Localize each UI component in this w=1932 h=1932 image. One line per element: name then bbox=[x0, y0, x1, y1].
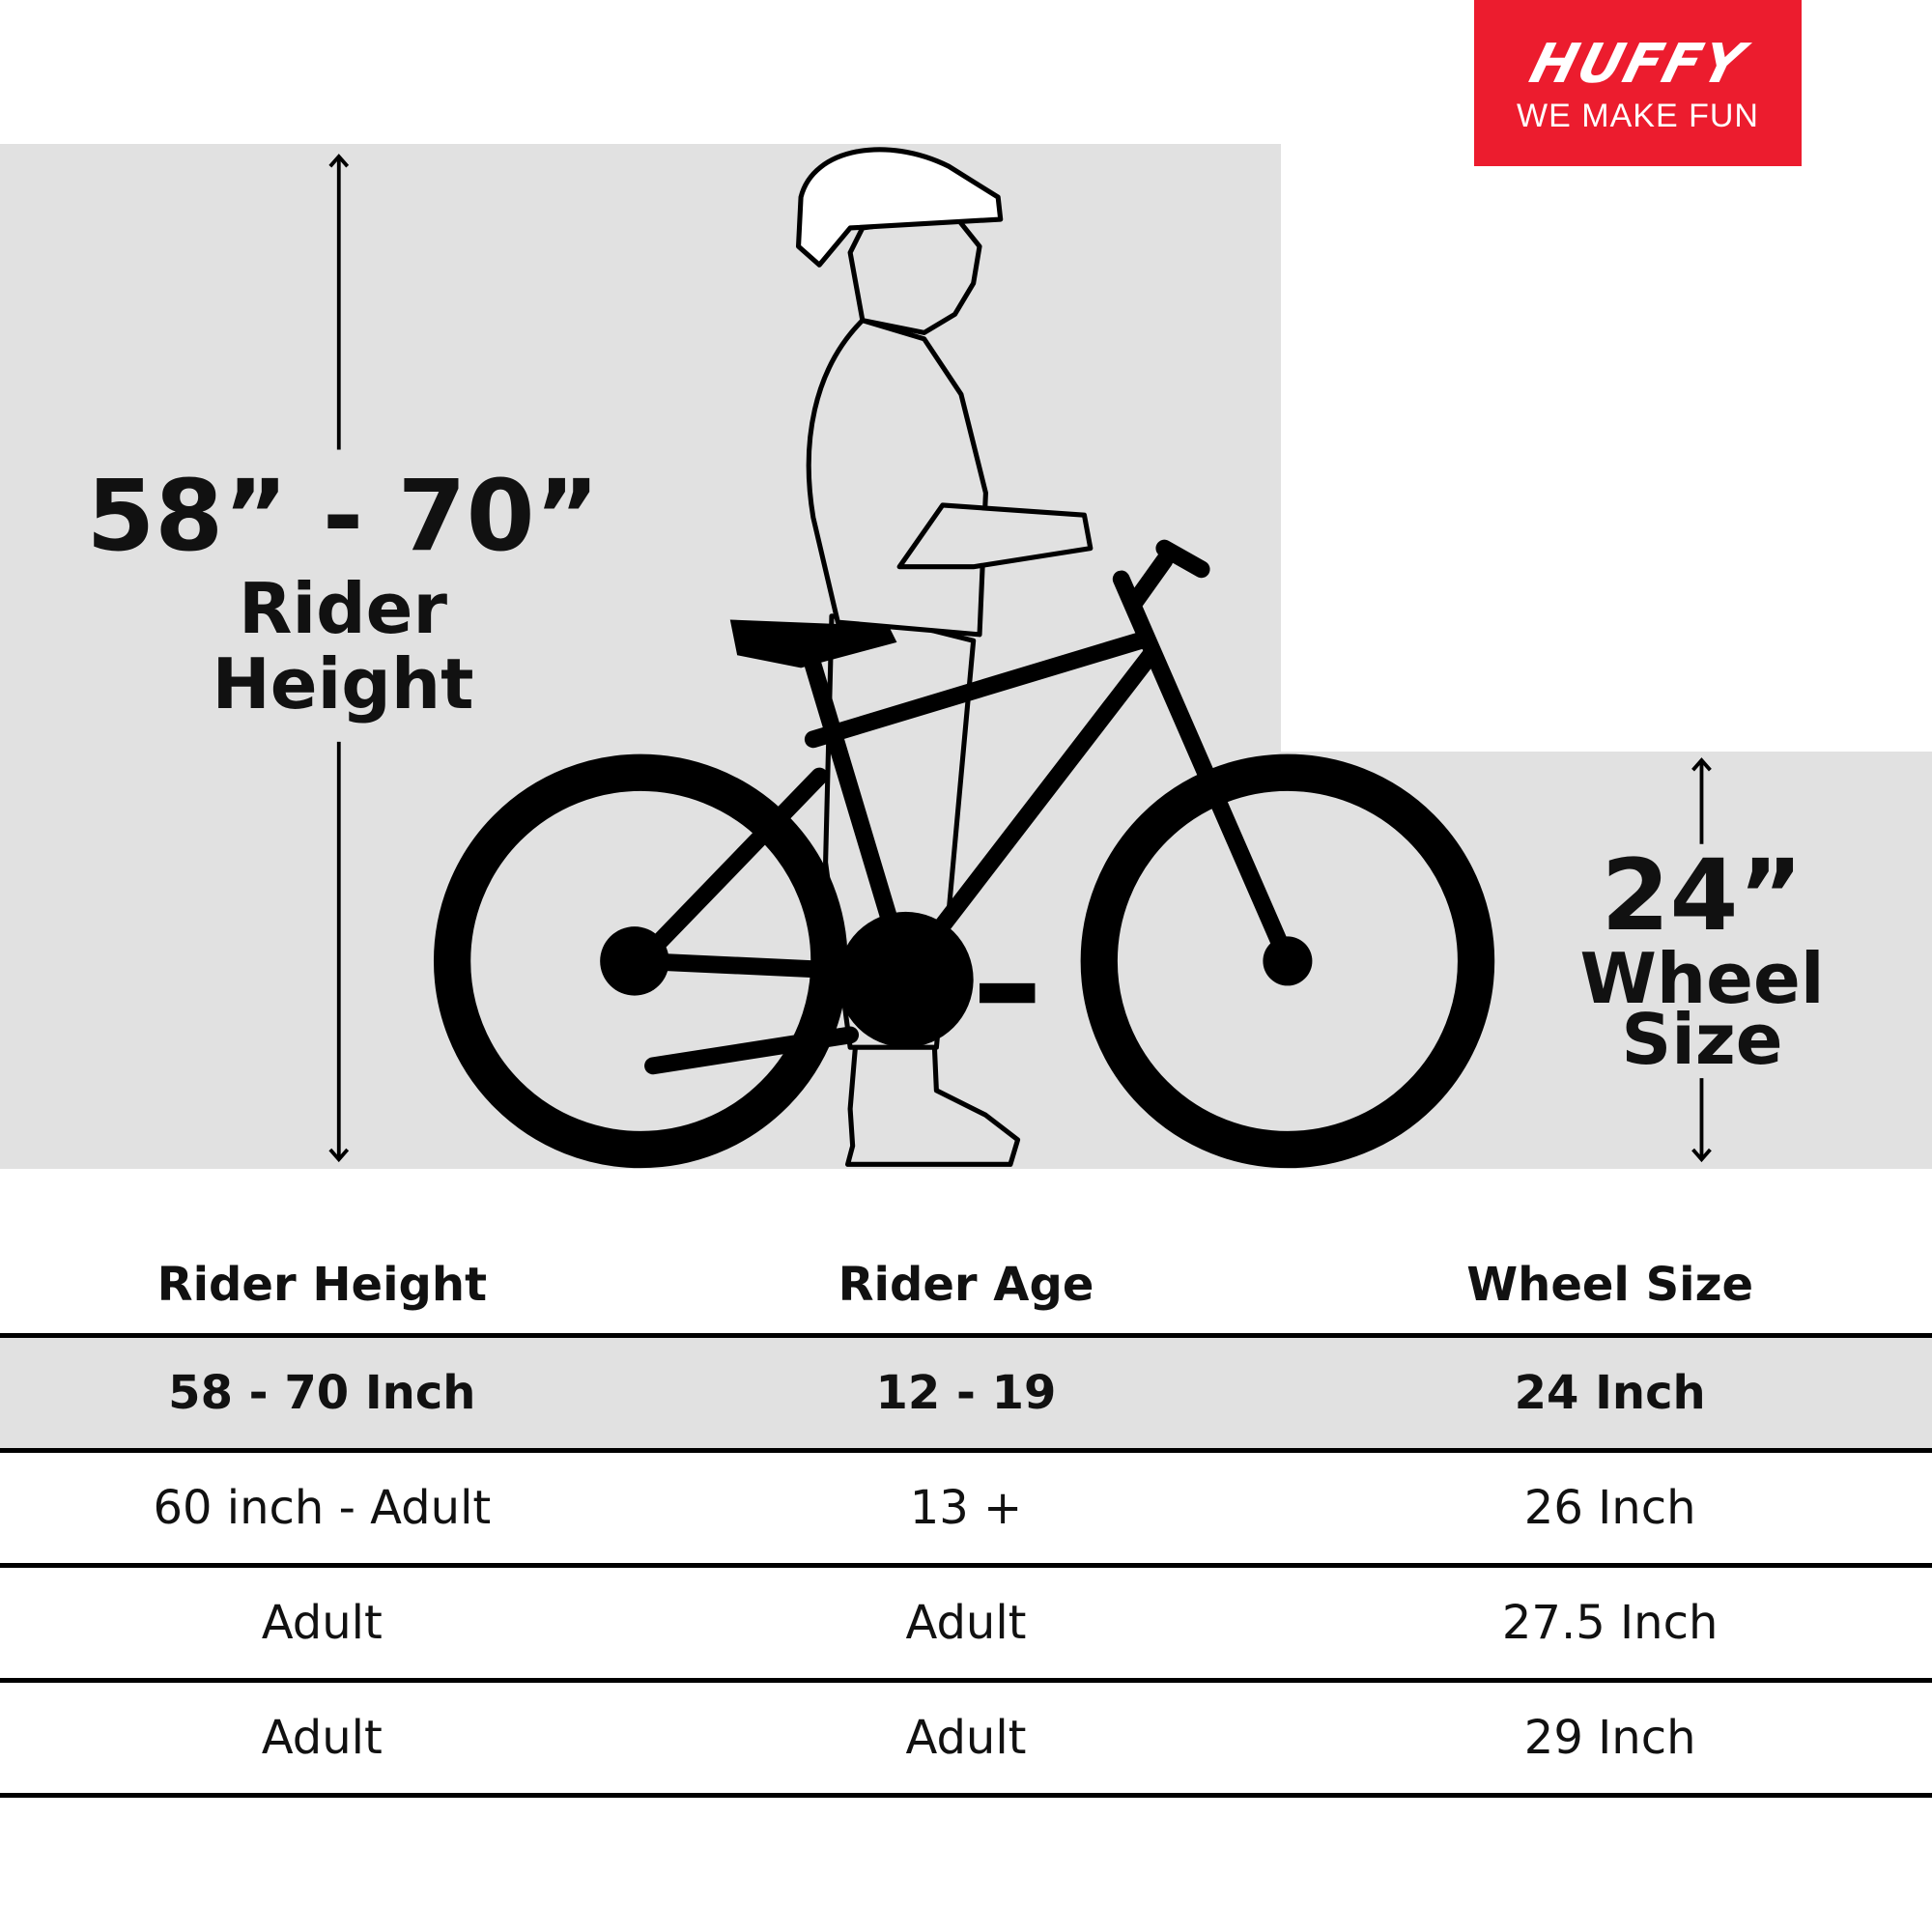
header-rider-height: Rider Height bbox=[0, 1236, 644, 1338]
wheel-size-value: 24” bbox=[1601, 838, 1804, 953]
cell: Adult bbox=[643, 1680, 1289, 1798]
cell: 12 - 19 bbox=[643, 1335, 1289, 1453]
cell: 27.5 Inch bbox=[1288, 1565, 1932, 1683]
rider-height-value: 58” - 70” bbox=[86, 459, 600, 574]
rider-height-label-1: Rider bbox=[239, 568, 447, 649]
table-row: 58 - 70 Inch 12 - 19 24 Inch bbox=[0, 1335, 1932, 1453]
table-row: Adult Adult 27.5 Inch bbox=[0, 1565, 1932, 1683]
table-header: Rider Height Rider Age Wheel Size bbox=[0, 1236, 1932, 1338]
header-wheel-size: Wheel Size bbox=[1288, 1236, 1932, 1338]
cell: Adult bbox=[643, 1565, 1289, 1683]
dimension-arrows bbox=[328, 154, 1712, 1163]
cell: 24 Inch bbox=[1288, 1335, 1932, 1453]
cell: Adult bbox=[0, 1565, 644, 1683]
table-row: Adult Adult 29 Inch bbox=[0, 1680, 1932, 1798]
rider-outline bbox=[795, 147, 1094, 1167]
table-row: 60 inch - Adult 13 + 26 Inch bbox=[0, 1450, 1932, 1568]
bike bbox=[433, 539, 1495, 1169]
cell: 60 inch - Adult bbox=[0, 1450, 644, 1568]
cell: 13 + bbox=[643, 1450, 1289, 1568]
cell: 26 Inch bbox=[1288, 1450, 1932, 1568]
logo-brand: HUFFY bbox=[1523, 33, 1752, 96]
rider-height-label-2: Height bbox=[212, 643, 474, 724]
wheel-size-label-1: Wheel bbox=[1579, 938, 1825, 1019]
cell: 29 Inch bbox=[1288, 1680, 1932, 1798]
size-table: Rider Height Rider Age Wheel Size 58 - 7… bbox=[0, 1236, 1932, 1798]
huffy-logo: HUFFY WE MAKE FUN bbox=[1474, 0, 1802, 166]
logo-tagline: WE MAKE FUN bbox=[1517, 98, 1759, 134]
cell: Adult bbox=[0, 1680, 644, 1798]
wheel-size-label-2: Size bbox=[1621, 999, 1783, 1080]
header-rider-age: Rider Age bbox=[643, 1236, 1289, 1338]
cell: 58 - 70 Inch bbox=[0, 1335, 644, 1453]
